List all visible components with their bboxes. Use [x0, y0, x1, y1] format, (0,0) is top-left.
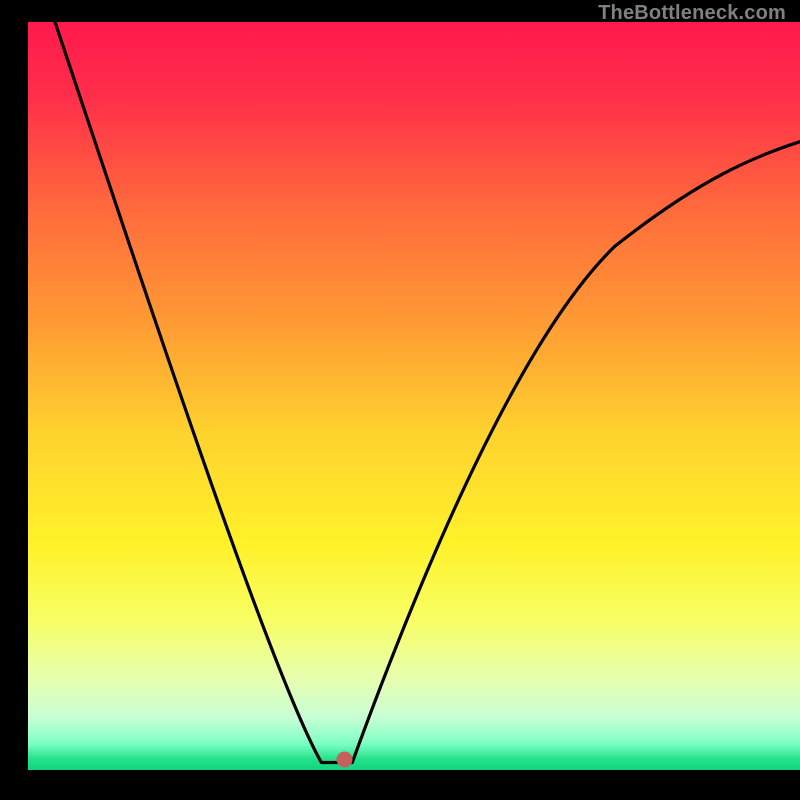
bottleneck-chart [0, 0, 800, 800]
plot-background [28, 22, 800, 770]
chart-container: TheBottleneck.com [0, 0, 800, 800]
optimum-marker [337, 752, 353, 768]
